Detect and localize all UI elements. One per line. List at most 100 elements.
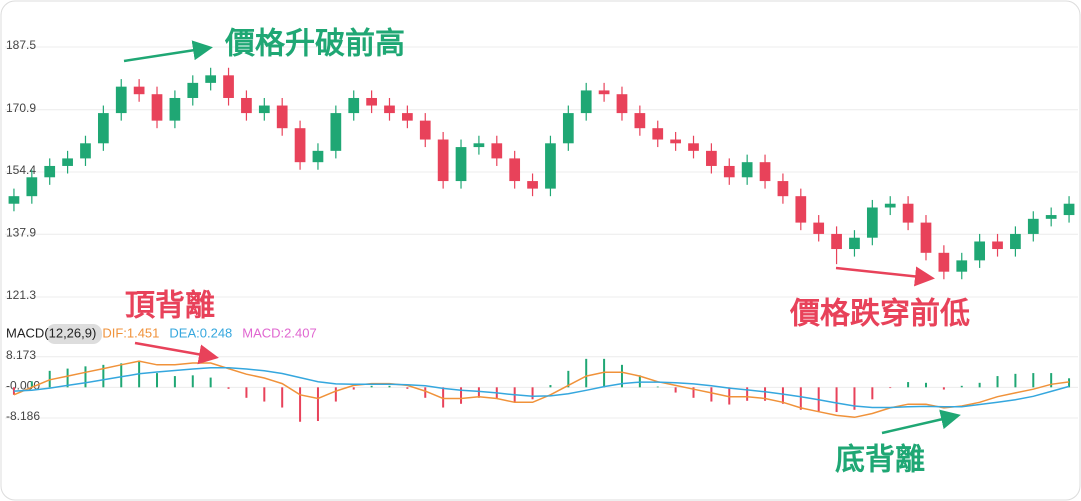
candle-body	[759, 162, 771, 182]
macd-bar	[942, 387, 945, 390]
macd-bar	[728, 387, 731, 405]
macd-bar	[996, 376, 999, 388]
candle-body	[616, 94, 628, 114]
macd-bar	[620, 364, 623, 388]
candle-body	[849, 237, 860, 250]
candle-body	[562, 113, 574, 144]
candle-body	[706, 150, 717, 166]
annotation: 頂背離	[125, 289, 215, 324]
macd-bar	[907, 382, 910, 388]
macd-bar	[299, 387, 302, 422]
macd-bar	[442, 387, 445, 408]
candle-body	[258, 105, 270, 114]
macd-bar	[156, 373, 159, 388]
macd-bar	[316, 387, 319, 422]
candle-body	[241, 97, 252, 114]
macd-bar	[567, 370, 570, 388]
candle-body	[44, 165, 56, 178]
candle-body	[831, 233, 842, 250]
candle-body	[974, 241, 986, 261]
macd-bar	[120, 363, 123, 388]
candle-body	[223, 75, 234, 98]
macd-bar	[853, 387, 856, 410]
y-tick-label: 170.9	[6, 101, 36, 115]
annotation: 價格升破前高	[224, 27, 405, 62]
macd-bar	[710, 387, 713, 402]
macd-bar	[656, 386, 659, 388]
legend-entry: DEA:0.248	[169, 325, 232, 340]
candle-body	[151, 94, 163, 121]
candle-body	[813, 222, 825, 234]
macd-bar	[263, 387, 266, 402]
macd-line	[13, 367, 1070, 409]
candle-body	[1045, 215, 1057, 219]
macd-bar	[370, 385, 373, 388]
arrow	[134, 341, 219, 365]
candle-body	[902, 203, 914, 223]
macd-bar	[227, 387, 230, 389]
candle-body	[26, 177, 38, 197]
legend-entry: DIF:1.451	[102, 325, 159, 340]
candle-body	[402, 113, 413, 121]
macd-bar	[978, 382, 981, 388]
macd-bar	[585, 358, 588, 388]
arrow	[835, 266, 935, 287]
macd-bar	[102, 364, 105, 388]
macd-bar	[531, 387, 534, 400]
y-tick-label: 154.4	[6, 163, 36, 177]
macd-bar	[692, 387, 695, 398]
macd-bar	[209, 377, 212, 388]
candle-body	[312, 150, 324, 163]
candle-body	[884, 203, 896, 208]
candle-body	[80, 143, 91, 159]
y-tick-label: 121.3	[6, 288, 36, 302]
macd-bar	[549, 385, 552, 388]
macd-bar	[924, 382, 927, 388]
macd-bar	[245, 387, 248, 398]
candle-body	[419, 120, 431, 140]
candle-body	[866, 207, 878, 238]
candle-body	[598, 90, 610, 95]
macd-bar	[835, 387, 838, 413]
y-tick-label: 137.9	[6, 225, 36, 239]
arrow	[881, 409, 961, 435]
macd-bar	[138, 361, 141, 388]
macd-bar	[1014, 373, 1017, 388]
y-tick-label: -8.186	[6, 409, 40, 423]
annotation: 底背離	[835, 443, 925, 478]
candle-body	[437, 139, 449, 182]
candle-body	[527, 181, 538, 189]
candle-body	[670, 139, 681, 144]
candle-body	[938, 252, 950, 272]
y-tick-label: 8.173	[6, 348, 36, 362]
candle-body	[1027, 218, 1039, 234]
macd-bar	[191, 375, 194, 388]
candle-body	[473, 143, 485, 148]
candle-body	[205, 75, 217, 83]
candle-body	[1010, 233, 1021, 250]
candle-body	[455, 147, 467, 182]
macd-bar	[764, 387, 767, 401]
macd-bar	[281, 387, 284, 408]
candle-body	[97, 113, 109, 144]
candle-body	[348, 97, 360, 114]
candle-body	[545, 143, 556, 189]
macd-bar	[30, 381, 33, 388]
candle-body	[580, 90, 592, 114]
macd-bar	[424, 387, 427, 398]
candle-body	[62, 158, 73, 166]
candle-body	[8, 196, 20, 204]
macd-bar	[352, 387, 355, 390]
candle-body	[1063, 203, 1075, 216]
candle-body	[777, 181, 789, 197]
candle-body	[723, 165, 735, 178]
macd-bar	[781, 387, 784, 404]
candle-body	[920, 222, 932, 253]
macd-bar	[603, 358, 606, 388]
macd-bar	[799, 387, 802, 410]
macd-bar	[388, 385, 391, 388]
y-tick-label: 187.5	[6, 38, 36, 52]
annotation: 價格跌穿前低	[789, 297, 970, 332]
macd-bar	[889, 387, 892, 389]
candle-body	[741, 162, 753, 178]
